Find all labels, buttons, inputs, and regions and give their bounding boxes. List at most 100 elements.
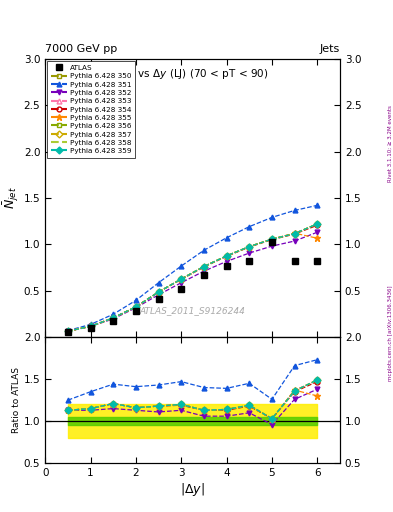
Line: Pythia 6.428 359: Pythia 6.428 359 [66,222,320,334]
Pythia 6.428 353 [315,221,320,227]
Pythia 6.428 351 [315,202,320,208]
Pythia 6.428 359 [292,230,297,237]
ATLAS [66,329,70,335]
Pythia 6.428 352 [292,238,297,244]
ATLAS [111,318,116,324]
Line: Pythia 6.428 353: Pythia 6.428 353 [66,222,320,334]
Pythia 6.428 352 [270,243,274,249]
Pythia 6.428 353 [111,315,116,321]
Pythia 6.428 353 [134,304,138,310]
Pythia 6.428 354 [202,264,206,270]
Pythia 6.428 353 [156,289,161,295]
Pythia 6.428 352 [88,324,93,330]
ATLAS [156,296,161,302]
ATLAS [179,286,184,292]
Pythia 6.428 357 [66,328,70,334]
Pythia 6.428 355 [134,304,138,310]
Pythia 6.428 359 [134,304,138,310]
Pythia 6.428 356 [224,253,229,259]
Pythia 6.428 356 [156,289,161,295]
Pythia 6.428 351 [202,247,206,253]
Pythia 6.428 352 [315,229,320,236]
Pythia 6.428 356 [134,304,138,310]
Pythia 6.428 358 [66,328,70,334]
Pythia 6.428 355 [292,230,297,236]
Pythia 6.428 353 [247,244,252,250]
Y-axis label: $\bar{N}_{jet}$: $\bar{N}_{jet}$ [2,186,21,209]
Pythia 6.428 354 [88,323,93,329]
Pythia 6.428 355 [66,328,70,334]
Pythia 6.428 354 [270,237,274,243]
ATLAS [247,258,252,264]
Line: Pythia 6.428 354: Pythia 6.428 354 [66,223,320,334]
Pythia 6.428 350 [66,328,70,334]
Pythia 6.428 355 [156,289,161,295]
Pythia 6.428 355 [202,264,206,270]
Pythia 6.428 359 [315,221,320,227]
Line: Pythia 6.428 356: Pythia 6.428 356 [66,222,320,334]
Line: Pythia 6.428 351: Pythia 6.428 351 [66,203,320,333]
Pythia 6.428 351 [224,234,229,241]
Pythia 6.428 355 [88,323,93,329]
Text: Rivet 3.1.10; ≥ 3.2M events: Rivet 3.1.10; ≥ 3.2M events [388,105,393,182]
Pythia 6.428 354 [224,253,229,260]
Pythia 6.428 355 [179,276,184,282]
Pythia 6.428 354 [134,304,138,310]
Pythia 6.428 359 [202,264,206,270]
Line: Pythia 6.428 350: Pythia 6.428 350 [66,222,320,334]
Line: Pythia 6.428 352: Pythia 6.428 352 [66,230,320,334]
Pythia 6.428 359 [111,315,116,321]
Pythia 6.428 359 [179,276,184,282]
Pythia 6.428 356 [66,328,70,334]
Pythia 6.428 351 [156,280,161,286]
Pythia 6.428 354 [66,328,70,334]
Pythia 6.428 354 [156,289,161,295]
Pythia 6.428 357 [202,264,206,270]
Pythia 6.428 356 [179,276,184,282]
Pythia 6.428 350 [156,289,161,295]
Pythia 6.428 352 [111,316,116,322]
Pythia 6.428 357 [111,315,116,321]
Line: Pythia 6.428 358: Pythia 6.428 358 [68,224,317,331]
X-axis label: $|\Delta y|$: $|\Delta y|$ [180,481,205,498]
Pythia 6.428 359 [247,244,252,250]
Pythia 6.428 358 [88,323,93,329]
Pythia 6.428 356 [247,244,252,250]
Pythia 6.428 353 [88,323,93,329]
Pythia 6.428 352 [224,259,229,265]
Text: mcplots.cern.ch [arXiv:1306.3436]: mcplots.cern.ch [arXiv:1306.3436] [388,285,393,380]
Pythia 6.428 357 [247,244,252,250]
Pythia 6.428 350 [111,315,116,321]
Pythia 6.428 356 [270,236,274,242]
Pythia 6.428 358 [247,244,252,250]
Pythia 6.428 357 [179,276,184,282]
Pythia 6.428 357 [224,253,229,259]
Pythia 6.428 359 [156,289,161,295]
Text: $N_{jet}$ vs $\Delta y$ (LJ) (70 < pT < 90): $N_{jet}$ vs $\Delta y$ (LJ) (70 < pT < … [117,67,268,81]
Pythia 6.428 354 [315,222,320,228]
Pythia 6.428 358 [315,221,320,227]
Pythia 6.428 355 [315,235,320,241]
Pythia 6.428 351 [247,224,252,230]
Pythia 6.428 353 [224,253,229,259]
Pythia 6.428 353 [202,264,206,270]
Pythia 6.428 350 [247,244,252,250]
Pythia 6.428 350 [270,236,274,242]
Pythia 6.428 354 [292,231,297,237]
Pythia 6.428 354 [111,315,116,321]
Pythia 6.428 358 [134,304,138,310]
Pythia 6.428 350 [202,264,206,270]
Pythia 6.428 357 [270,236,274,242]
Pythia 6.428 357 [88,323,93,329]
Pythia 6.428 351 [179,263,184,269]
Pythia 6.428 353 [292,230,297,236]
ATLAS [202,272,206,278]
Pythia 6.428 352 [202,268,206,274]
Pythia 6.428 358 [270,236,274,242]
Pythia 6.428 351 [88,322,93,328]
Pythia 6.428 351 [270,215,274,221]
Pythia 6.428 351 [292,207,297,214]
Text: Jets: Jets [320,44,340,54]
Pythia 6.428 357 [156,289,161,295]
Pythia 6.428 351 [111,311,116,317]
